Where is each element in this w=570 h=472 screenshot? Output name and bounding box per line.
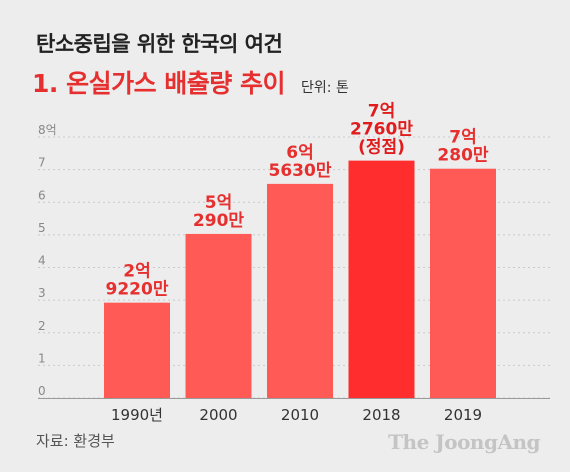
source-note: 자료: 환경부 xyxy=(36,432,115,450)
x-tick-label: 1990년 xyxy=(111,406,163,424)
chart-title: 탄소중립을 위한 한국의 여건 xyxy=(36,32,283,56)
x-tick-label: 2010 xyxy=(281,406,319,424)
bar xyxy=(267,183,333,398)
y-tick-label: 5 xyxy=(38,221,46,235)
x-tick-label: 2018 xyxy=(362,406,400,424)
data-label: 290만 xyxy=(193,211,244,231)
data-label: 7억 xyxy=(368,102,395,122)
y-tick-label: 3 xyxy=(38,286,46,300)
publisher-logo: The JoongAng xyxy=(388,430,540,454)
data-label: 6억 xyxy=(286,143,313,163)
data-label: 2760만 xyxy=(350,120,413,140)
data-label: 9220만 xyxy=(106,280,169,300)
y-tick-label: 4 xyxy=(38,254,46,268)
data-label: 280만 xyxy=(437,146,488,166)
x-tick-label: 2000 xyxy=(199,406,237,424)
data-label: 7억 xyxy=(449,128,476,148)
data-label: (정점) xyxy=(358,138,405,158)
y-tick-label: 1 xyxy=(38,351,46,365)
data-label: 2억 xyxy=(123,262,150,282)
bar xyxy=(185,233,252,398)
y-tick-label: 8억 xyxy=(38,123,57,137)
x-tick-label: 2019 xyxy=(444,406,482,424)
chart-subtitle: 1. 온실가스 배출량 추이 xyxy=(32,69,286,98)
data-label: 5630만 xyxy=(269,161,332,181)
bar xyxy=(348,160,415,398)
data-label: 5억 xyxy=(205,193,232,213)
unit-label: 단위: 톤 xyxy=(301,80,349,96)
y-tick-label: 2 xyxy=(38,319,46,333)
y-tick-label: 7 xyxy=(38,156,46,170)
y-tick-label: 0 xyxy=(38,384,46,398)
subtitle-row: 1. 온실가스 배출량 추이 단위: 톤 xyxy=(32,64,349,100)
y-tick-label: 6 xyxy=(38,188,46,202)
bar xyxy=(104,302,170,398)
bar xyxy=(430,168,496,398)
